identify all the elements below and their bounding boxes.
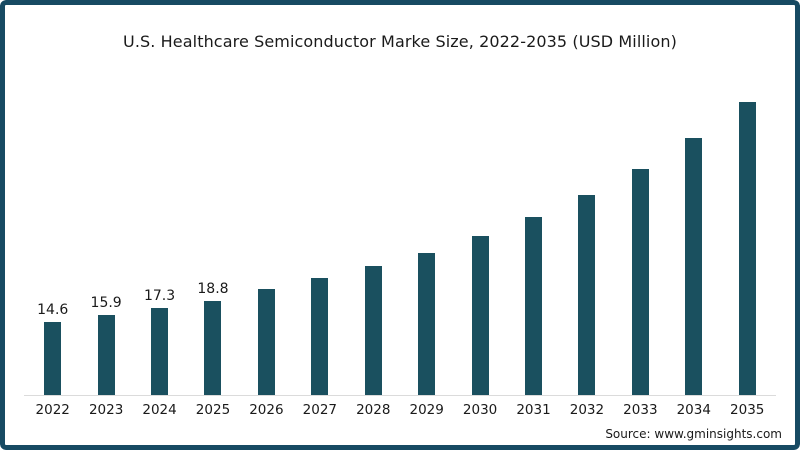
x-axis-tick-label: 2034 [676, 402, 711, 418]
bar [364, 266, 382, 395]
bar-column [347, 90, 400, 395]
bar-column: 18.8 [186, 90, 239, 395]
x-axis-tick-label: 2030 [462, 402, 498, 418]
x-axis-tick-label: 2026 [249, 402, 284, 418]
x-axis-tick-label: 2024 [142, 402, 177, 418]
x-axis-tick-row: 2022 2023 2024 2025 2026 2027 2028 2029 2030 2031… [26, 402, 774, 418]
x-axis-tick-label: 2025 [195, 402, 231, 418]
bar-column [667, 90, 720, 395]
bar [525, 217, 542, 395]
x-axis-tick-label: 2033 [623, 402, 658, 418]
x-axis-line [24, 395, 776, 396]
bar [97, 315, 115, 395]
bar-column [560, 90, 613, 395]
x-axis-tick-label: 2031 [516, 402, 551, 418]
bar [685, 138, 703, 395]
bar-column: 17.3 [133, 90, 186, 395]
bar [418, 253, 436, 395]
x-axis-tick-label: 2035 [730, 402, 765, 418]
bar [257, 289, 275, 395]
x-axis-tick-label: 2029 [409, 402, 444, 418]
bar-column [400, 90, 453, 395]
bar [151, 308, 169, 395]
bar [44, 322, 62, 395]
bar-column [240, 90, 293, 395]
x-axis-tick-label: 2022 [35, 402, 70, 418]
bar-value-label: 17.3 [143, 288, 176, 304]
bar-column [293, 90, 346, 395]
x-axis-tick-label: 2027 [302, 402, 337, 418]
chart-title: U.S. Healthcare Semiconductor Marke Size… [123, 32, 677, 51]
x-axis-tick-label: 2032 [569, 402, 605, 418]
source-attribution: Source: www.gminsights.com [605, 427, 782, 441]
bar-column [507, 90, 560, 395]
x-axis-tick-label: 2023 [88, 402, 124, 418]
bar-column [453, 90, 506, 395]
bar [738, 102, 756, 395]
bar [204, 301, 222, 395]
bar-value-label: 15.9 [90, 295, 122, 311]
bar [578, 195, 596, 395]
bar-column: 15.9 [79, 90, 132, 395]
bar [311, 278, 329, 395]
bar-column [720, 90, 773, 395]
bar [471, 236, 489, 395]
bar-value-label: 18.8 [197, 281, 229, 297]
x-axis-tick-label: 2028 [356, 402, 391, 418]
bar-column: 14.6 [26, 90, 79, 395]
bars-area: 14.6 15.9 17.3 18.8 [26, 90, 774, 395]
bar-column [614, 90, 667, 395]
bar-value-label: 14.6 [37, 302, 69, 318]
bar [631, 169, 649, 395]
